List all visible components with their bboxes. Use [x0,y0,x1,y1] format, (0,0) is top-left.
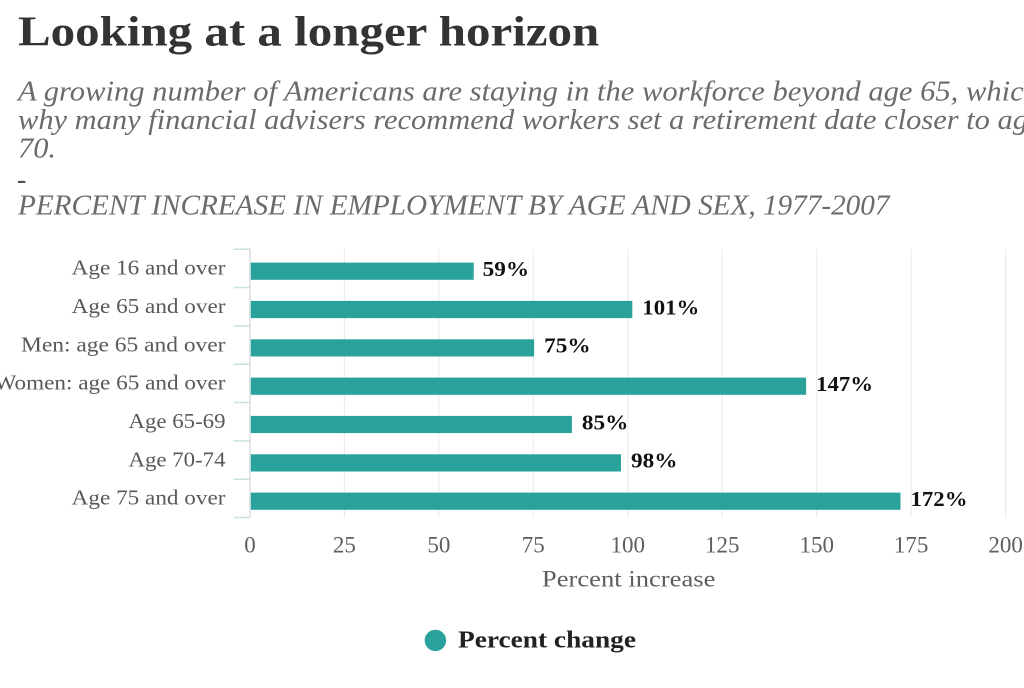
svg-text:PERCENT INCREASE IN EMPLOYMENT: PERCENT INCREASE IN EMPLOYMENT BY AGE AN… [17,191,891,222]
svg-text:70.: 70. [18,134,56,165]
svg-text:59%: 59% [483,257,529,281]
svg-text:147%: 147% [816,372,873,396]
svg-text:50: 50 [427,533,450,558]
svg-text:why many financial advisers re: why many financial advisers recommend wo… [18,105,1024,136]
svg-text:A growing number of Americans: A growing number of Americans are stayin… [16,77,1024,108]
svg-text:Age 65 and over: Age 65 and over [72,294,226,318]
svg-text:101%: 101% [642,295,699,319]
svg-text:75%: 75% [544,334,591,358]
svg-text:98%: 98% [631,449,678,473]
svg-text:Looking at a longer horizon: Looking at a longer horizon [18,8,599,55]
svg-text:150: 150 [799,533,834,558]
svg-text:85%: 85% [582,410,629,434]
svg-text:100: 100 [611,533,646,558]
svg-text:Men: age 65 and over: Men: age 65 and over [21,332,226,356]
svg-text:175: 175 [894,533,929,558]
svg-text:Percent increase: Percent increase [542,567,716,592]
svg-text:Percent change: Percent change [458,627,636,653]
svg-text:Women: age 65 and over: Women: age 65 and over [0,371,226,395]
svg-text:Age 65-69: Age 65-69 [129,409,226,433]
svg-text:Age 70-74: Age 70-74 [129,447,226,471]
svg-text:-: - [17,164,26,195]
svg-text:0: 0 [244,533,256,558]
svg-text:25: 25 [333,533,356,558]
svg-text:125: 125 [705,533,740,558]
svg-text:Age 75 and over: Age 75 and over [72,486,226,510]
svg-text:Age 16 and over: Age 16 and over [72,256,226,280]
svg-text:200: 200 [988,533,1023,558]
svg-text:75: 75 [522,533,545,558]
svg-text:172%: 172% [911,487,968,511]
